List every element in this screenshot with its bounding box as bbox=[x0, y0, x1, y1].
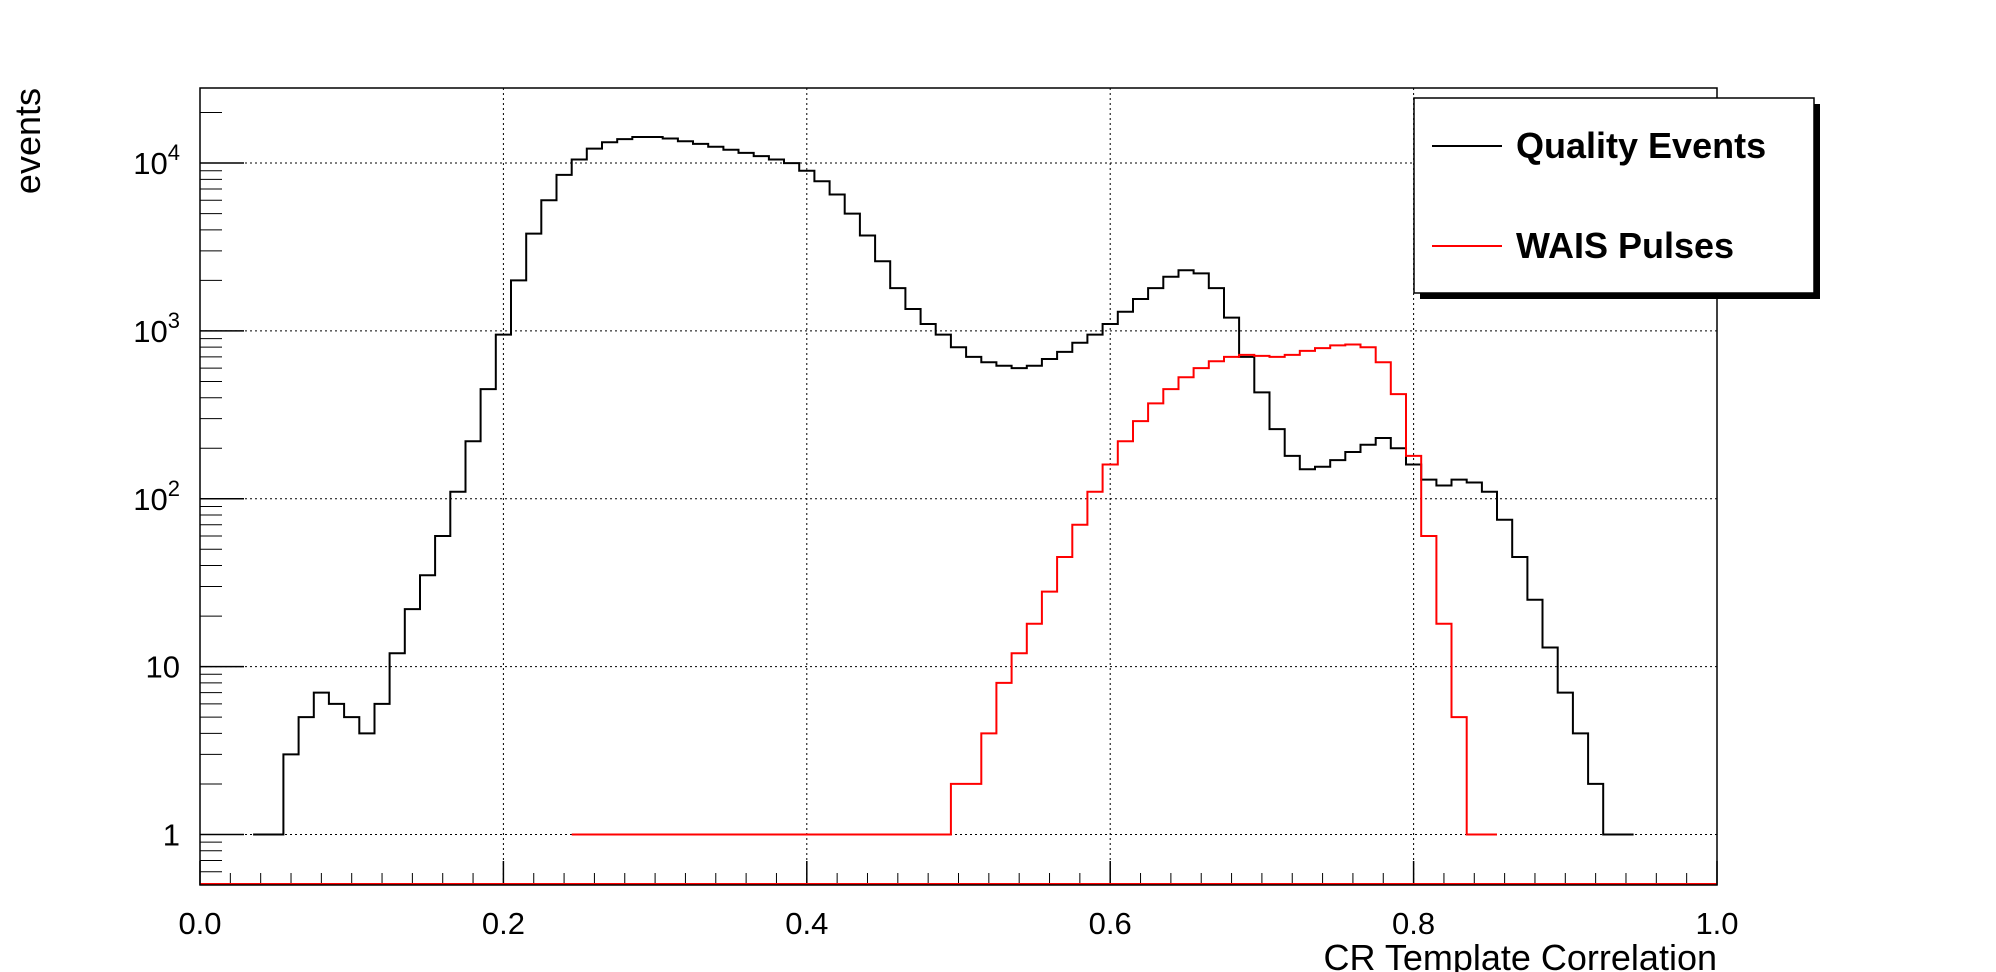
x-tick-label: 1.0 bbox=[1695, 906, 1738, 941]
y-tick-label-base: 10 bbox=[146, 650, 180, 685]
y-tick-label-base: 10 bbox=[133, 314, 167, 349]
x-tick-label: 0.6 bbox=[1089, 906, 1132, 941]
x-axis-title: CR Template Correlation bbox=[1323, 937, 1717, 972]
y-tick-label: 104 bbox=[133, 140, 180, 181]
y-tick-label-exponent: 2 bbox=[168, 476, 180, 501]
legend-box bbox=[1413, 97, 1815, 294]
legend-label-quality-events: Quality Events bbox=[1516, 125, 1766, 166]
y-tick-label-exponent: 4 bbox=[168, 140, 180, 165]
y-tick-label: 103 bbox=[133, 308, 180, 349]
x-tick-label: 0.4 bbox=[785, 906, 828, 941]
series-line-wais-pulses bbox=[571, 343, 1497, 836]
y-tick-label-base: 10 bbox=[133, 146, 167, 181]
y-tick-label: 10 bbox=[146, 650, 180, 685]
legend: Quality Events WAIS Pulses bbox=[1413, 97, 1820, 299]
x-tick-label: 0.8 bbox=[1392, 906, 1435, 941]
x-tick-label: 0.2 bbox=[482, 906, 525, 941]
x-tick-label: 0.0 bbox=[178, 906, 221, 941]
series-line-quality-events bbox=[253, 136, 1634, 836]
legend-label-wais-pulses: WAIS Pulses bbox=[1516, 225, 1734, 266]
y-tick-label: 1 bbox=[163, 817, 180, 852]
y-tick-label-base: 1 bbox=[163, 817, 180, 852]
data-series bbox=[200, 136, 1717, 885]
y-axis-title: events bbox=[7, 88, 48, 194]
plot-frame bbox=[199, 87, 1718, 886]
y-tick-label: 102 bbox=[133, 476, 180, 517]
y-tick-label-base: 10 bbox=[133, 482, 167, 517]
y-tick-label-exponent: 3 bbox=[168, 308, 180, 333]
